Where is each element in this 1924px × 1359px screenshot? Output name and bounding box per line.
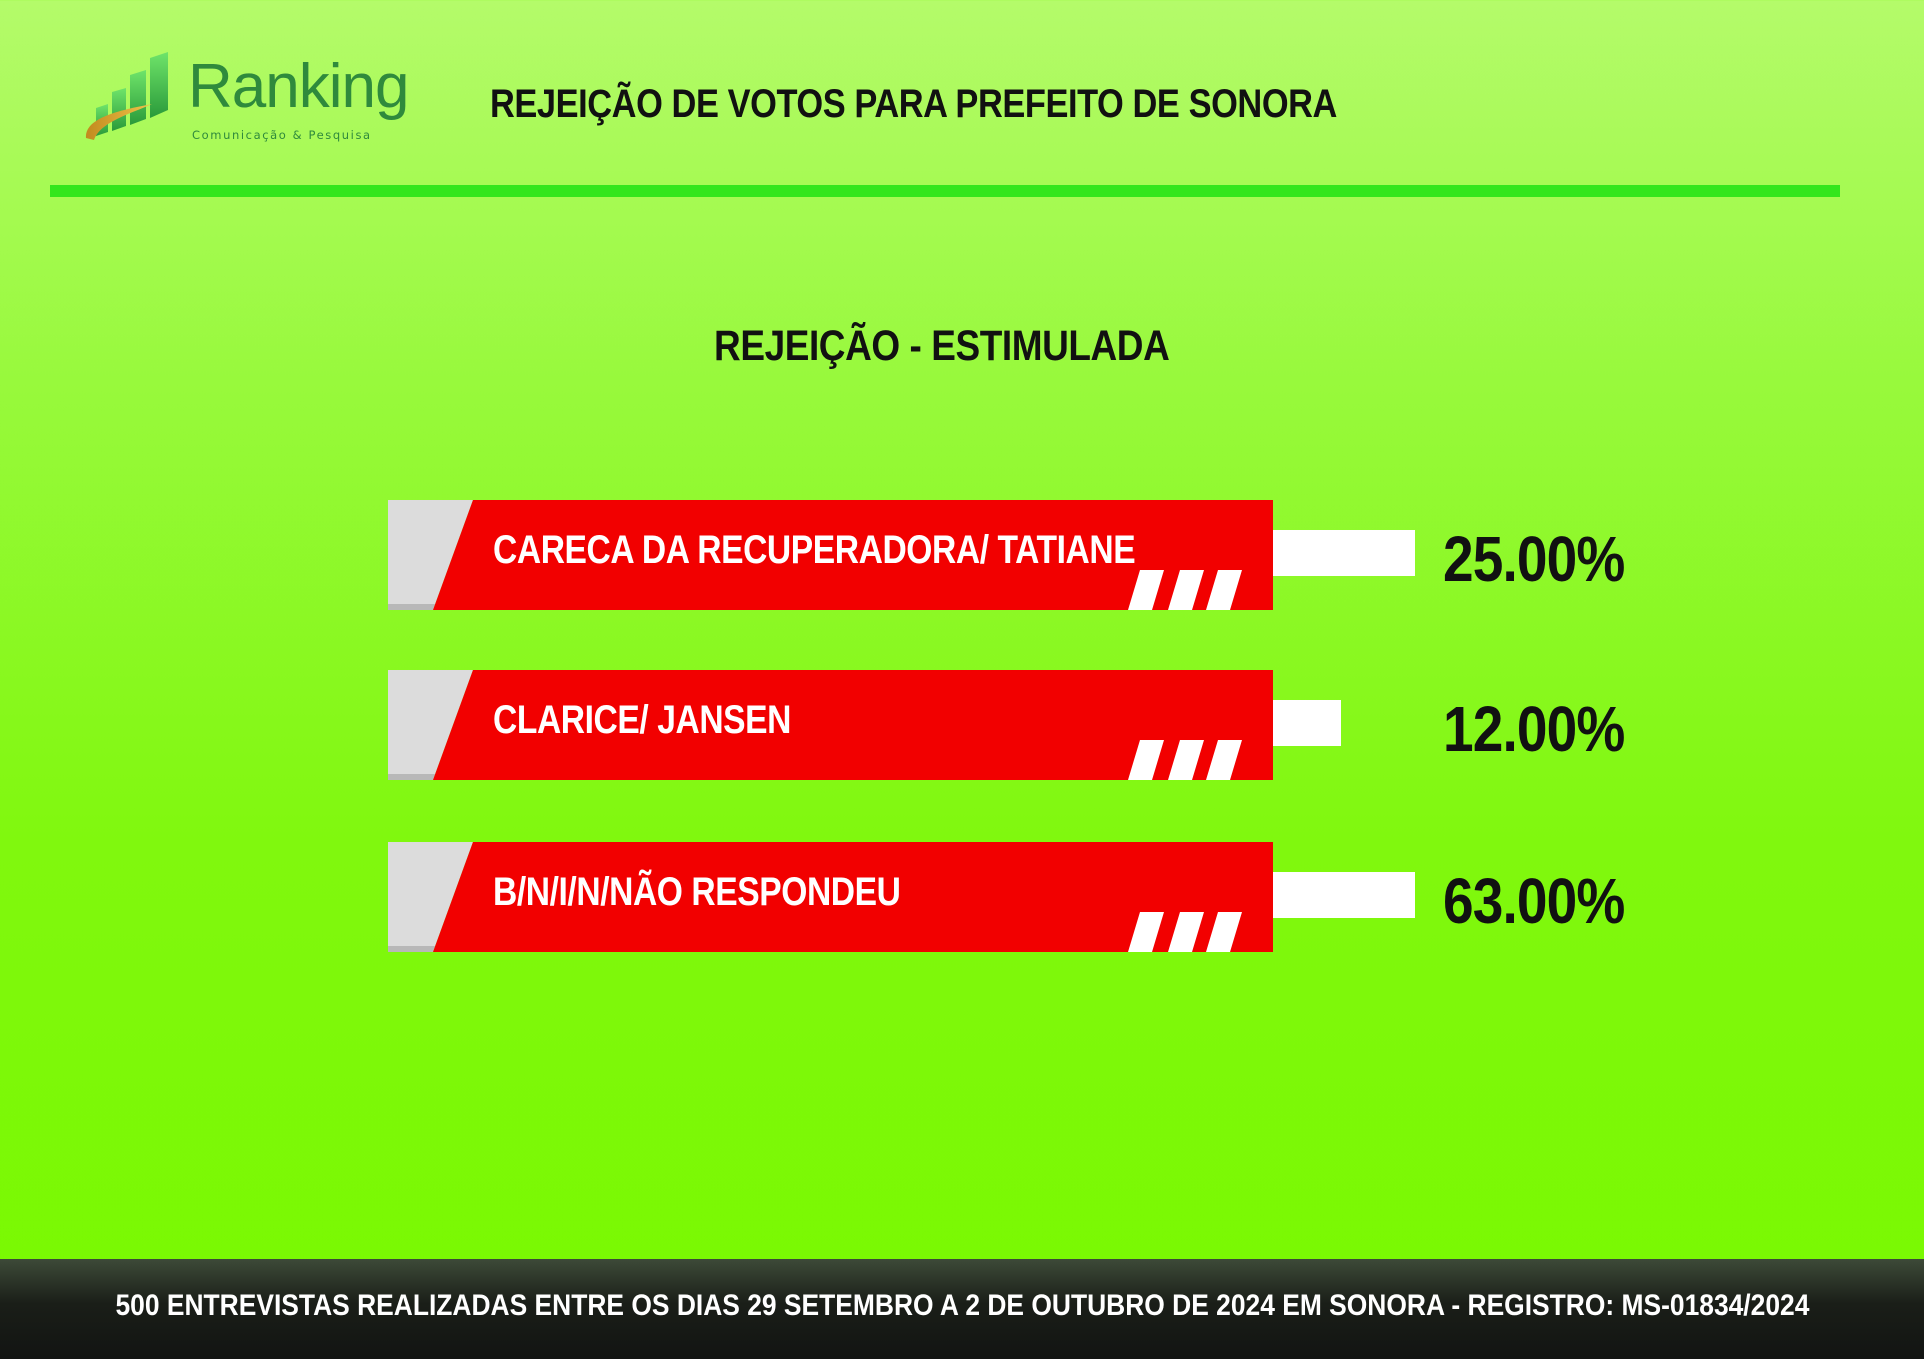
banner-grey-tab	[388, 500, 473, 610]
banner-stripe	[1168, 740, 1204, 780]
bar-banner	[388, 500, 1273, 610]
logo-tagline: Comunicação & Pesquisa	[192, 128, 372, 142]
banner-grey-tab	[388, 670, 473, 780]
bar-value-fill	[1273, 530, 1415, 576]
banner-stripe	[1168, 570, 1204, 610]
bar-banner	[388, 670, 1273, 780]
logo-wordmark: Ranking	[188, 52, 409, 121]
bar-category-label: CARECA DA RECUPERADORA/ TATIANE	[493, 528, 1136, 572]
ranking-logo: Ranking Comunicação & Pesquisa	[80, 48, 420, 148]
bar-chart-logo-icon	[85, 52, 168, 140]
footer-note-text: 500 ENTREVISTAS REALIZADAS ENTRE OS DIAS…	[115, 1289, 1810, 1322]
banner-stripe	[1128, 912, 1164, 952]
banner-red-ribbon	[433, 500, 1273, 610]
banner-red-ribbon	[433, 670, 1273, 780]
banner-grey-shadow	[388, 774, 435, 780]
banner-stripe	[1206, 912, 1242, 952]
bar-value-fill	[1273, 872, 1415, 918]
banner-red-ribbon	[433, 842, 1273, 952]
bar-track	[1273, 872, 1803, 918]
bar-category-label: B/N/I/N/NÃO RESPONDEU	[493, 870, 901, 914]
banner-stripe	[1206, 740, 1242, 780]
footer-bar: 500 ENTREVISTAS REALIZADAS ENTRE OS DIAS…	[0, 1259, 1924, 1359]
banner-stripe	[1128, 740, 1164, 780]
bar-value-label: 25.00%	[1443, 523, 1625, 595]
bar-row: CLARICE/ JANSEN 12.00%	[388, 670, 1688, 780]
bar-value-label: 12.00%	[1443, 693, 1625, 765]
bar-value-fill	[1273, 700, 1342, 746]
bar-track	[1273, 530, 1803, 576]
bar-row: B/N/I/N/NÃO RESPONDEU 63.00%	[388, 842, 1688, 952]
banner-stripe	[1128, 570, 1164, 610]
bar-category-label: CLARICE/ JANSEN	[493, 698, 792, 742]
banner-grey-tab	[388, 842, 473, 952]
banner-grey-shadow	[388, 604, 435, 610]
banner-stripe	[1168, 912, 1204, 952]
bar-banner	[388, 842, 1273, 952]
bar-track	[1273, 700, 1803, 746]
banner-stripe	[1206, 570, 1242, 610]
banner-grey-shadow	[388, 946, 435, 952]
chart-title-text: REJEIÇÃO - ESTIMULADA	[714, 322, 1170, 370]
bar-value-label: 63.00%	[1443, 865, 1625, 937]
chart-title: REJEIÇÃO - ESTIMULADA	[0, 322, 1924, 371]
bar-row: CARECA DA RECUPERADORA/ TATIANE 25.00%	[388, 500, 1688, 610]
footer-note: 500 ENTREVISTAS REALIZADAS ENTRE OS DIAS…	[0, 1289, 1924, 1323]
title-divider	[50, 185, 1840, 197]
page-title: REJEIÇÃO DE VOTOS PARA PREFEITO DE SONOR…	[490, 82, 1337, 126]
